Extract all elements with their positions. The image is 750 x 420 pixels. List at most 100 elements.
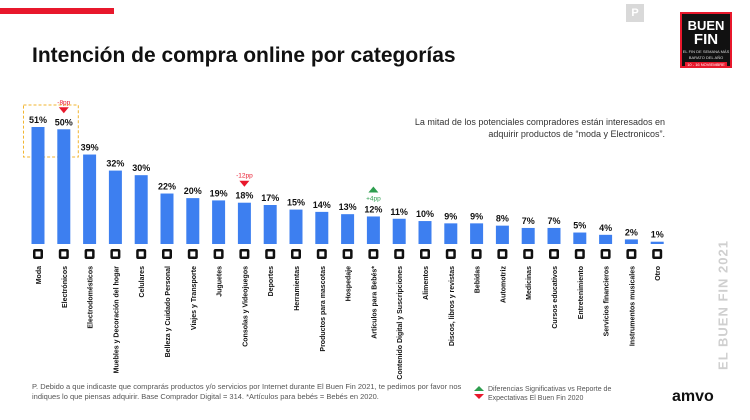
bar-value-label: 4%: [599, 223, 612, 233]
tablet-icon: [394, 249, 405, 259]
bar-value-label: 9%: [470, 211, 483, 221]
bar: [341, 214, 355, 244]
bar-value-label: 5%: [573, 221, 586, 231]
bar: [547, 227, 561, 244]
guitar-icon: [626, 249, 637, 259]
category-label: Electrodomésticos: [88, 266, 95, 329]
category-label: Belleza y Cuidado Personal: [165, 266, 172, 357]
legend-triangles-icon: [474, 386, 484, 399]
page-tag: P: [626, 4, 644, 22]
ball-icon: [265, 249, 276, 259]
cup-icon: [471, 249, 482, 259]
category-label: Servicios financieros: [604, 266, 611, 337]
stroller-icon: [368, 249, 379, 259]
category-label: Celulares: [139, 266, 146, 298]
category-label: Bebidas: [475, 266, 482, 293]
category-label: Cursos educativos: [552, 266, 559, 329]
plane-icon: [187, 249, 198, 259]
bar-value-label: 51%: [29, 115, 47, 125]
bar: [599, 234, 613, 244]
building-icon: [342, 249, 353, 259]
bar: [521, 227, 535, 244]
category-label: Contenido Digital y Suscripciones: [397, 266, 404, 380]
bar: [289, 209, 303, 244]
bar-value-label: 11%: [390, 207, 408, 217]
burger-icon: [420, 249, 430, 259]
bar: [573, 232, 587, 244]
bar-value-label: 9%: [444, 211, 457, 221]
category-label: Moda: [36, 266, 43, 284]
bar: [31, 127, 45, 244]
bar-value-label: 10%: [416, 209, 434, 219]
bar-value-label: 19%: [210, 188, 228, 198]
washer-icon: [84, 249, 95, 259]
insight-note: La mitad de los potenciales compradores …: [414, 117, 665, 139]
bar-value-label: 50%: [55, 117, 73, 127]
bar: [57, 129, 71, 244]
tools-icon: [291, 249, 301, 259]
highlight-box: [23, 104, 79, 158]
legend-text: Diferencias Significativas vs Reporte de…: [488, 386, 612, 402]
logo-line-2: FIN: [693, 31, 719, 48]
music-icon: [574, 249, 585, 259]
category-label: Hospedaje: [346, 266, 353, 302]
category-label: Deportes: [268, 266, 275, 296]
bar-value-label: 15%: [287, 198, 305, 208]
bar-value-label: 7%: [547, 216, 560, 226]
bar: [263, 205, 277, 244]
bar: [186, 198, 200, 244]
bar-value-label: 7%: [522, 216, 535, 226]
decrease-triangle-icon: [58, 107, 69, 114]
hairdryer-icon: [162, 249, 172, 259]
category-label: Herramientas: [294, 266, 301, 311]
decrease-triangle-icon: [239, 180, 250, 187]
paw-icon: [316, 249, 327, 259]
footnote: P. Debido a que indicaste que comprarás …: [32, 382, 462, 401]
bar: [366, 216, 380, 244]
bar: [134, 175, 148, 244]
category-label: Juguetes: [217, 266, 224, 297]
category-label: Viajes y Transporte: [191, 266, 198, 330]
bar: [470, 223, 484, 244]
side-watermark: EL BUEN FIN 2021: [716, 230, 731, 380]
bar: [212, 200, 226, 244]
bar-value-label: 12%: [364, 204, 382, 214]
bar-value-label: 8%: [496, 214, 509, 224]
calendar-icon: [549, 249, 559, 259]
top-accent-bar: [0, 8, 114, 14]
buen-fin-logo: BUEN FIN EL FIN DE SEMANA MÁS BARATO DEL…: [680, 12, 732, 68]
category-label: Otro: [655, 266, 662, 281]
bar-value-label: 2%: [625, 227, 638, 237]
increase-triangle-icon: [368, 186, 379, 193]
category-label: Consolas y Videojuegos: [242, 266, 249, 347]
bar: [392, 218, 406, 244]
bar-value-label: 1%: [651, 230, 664, 240]
money-icon: [600, 249, 611, 259]
category-label: Productos para mascotas: [320, 266, 327, 352]
category-label: Electrónicos: [62, 266, 69, 308]
bar: [624, 239, 638, 244]
category-label: Automotriz: [500, 266, 507, 303]
annotation-label: +4pp: [366, 195, 381, 202]
amvo-logo: amvo: [672, 388, 714, 405]
logo-line-3: EL FIN DE SEMANA MÁS BARATO DEL AÑO: [682, 49, 730, 60]
bar-value-label: 22%: [158, 182, 176, 192]
bar-value-label: 14%: [313, 200, 331, 210]
category-label: Instrumentos musicales: [629, 266, 636, 346]
sofa-icon: [110, 249, 121, 259]
bar: [418, 221, 432, 244]
category-label: Medicinas: [526, 266, 533, 300]
bar-value-label: 30%: [132, 163, 150, 173]
logo-line-1: BUEN: [687, 18, 725, 33]
dots-icon: [652, 249, 663, 259]
annotation-label: -8pp: [57, 99, 70, 106]
dress-icon: [33, 249, 43, 259]
bar: [650, 241, 664, 244]
bar-value-label: 13%: [339, 202, 357, 212]
stroller-icon: [213, 249, 224, 259]
bar: [160, 193, 174, 244]
logo-line-4: 10 - 16 NOVIEMBRE: [685, 62, 727, 68]
annotation-label: -12pp: [236, 173, 253, 180]
category-label: Artículos para Bebés*: [371, 266, 378, 339]
